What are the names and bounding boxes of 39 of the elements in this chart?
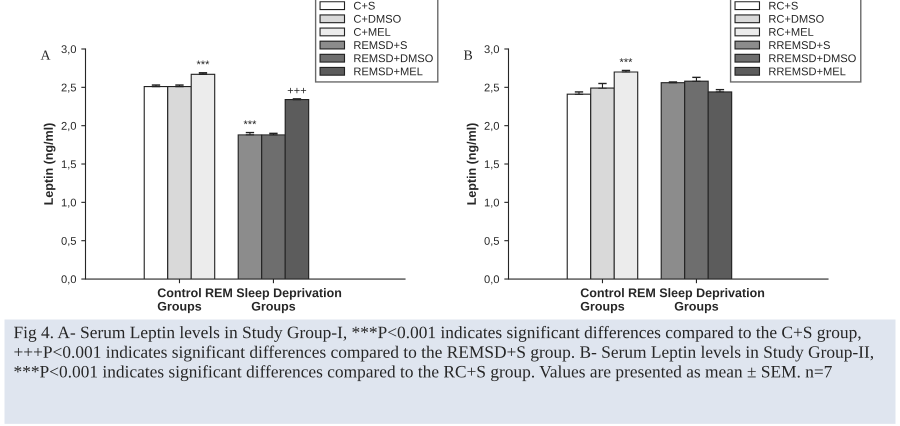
legend-label: C+DMSO — [354, 14, 401, 23]
legend-label: RREMSD+S — [769, 41, 830, 50]
legend-label: RREMSD+MEL — [769, 67, 846, 76]
legend-label: REMSD+S — [354, 41, 407, 50]
y-tick-label: 3,0 — [484, 45, 500, 54]
y-tick-label: 0,0 — [61, 275, 76, 284]
y-tick-label: 0,0 — [484, 275, 500, 284]
annotation: *** — [244, 120, 256, 124]
x-tick-label: Control Groups — [580, 288, 624, 314]
legend-label: RC+S — [769, 2, 798, 10]
y-tick-label: 1,5 — [62, 160, 76, 170]
y-tick-label: 3,0 — [61, 45, 76, 54]
x-tick-label: REM Sleep Deprivation Groups — [628, 288, 764, 314]
y-tick-label: 2,5 — [484, 84, 500, 93]
y-axis-title: Leptin (ng/ml) — [44, 123, 56, 204]
legend-label: C+MEL — [354, 28, 390, 36]
legend-label: C+S — [354, 2, 375, 10]
y-tick-label: 2,0 — [484, 122, 500, 132]
y-tick-label: 1,0 — [62, 198, 76, 208]
y-tick-label: 0,5 — [484, 236, 500, 246]
chart-title: A — [40, 50, 50, 60]
x-tick-label: Control Groups — [158, 288, 202, 314]
legend-label: REMSD+MEL — [354, 67, 422, 76]
annotation: *** — [620, 58, 632, 62]
text: Fig 4. A- Serum Leptin levels in Study Group-I, ***P<0.001 indicates significant differences compared to the C+S group, +++P<0.001 indicates significant differences compared to the REMSD+S group. B- Serum Leptin levels in Study Group-II, ***P<0.001 indicates significant differences compared to the RC+S group. Values are presented as mean ± SEM. n=7 — [14, 326, 874, 382]
legend-label: RC+MEL — [769, 28, 814, 36]
x-tick-label: REM Sleep Deprivation Groups — [206, 288, 342, 314]
y-tick-label: 2,5 — [62, 84, 76, 93]
legend-label: RREMSD+DMSO — [769, 54, 856, 62]
y-tick-label: 1,0 — [484, 198, 500, 208]
legend-label: RC+DMSO — [769, 14, 824, 23]
y-axis-title: Leptin (ng/ml) — [466, 123, 478, 204]
chart-title: B — [464, 50, 472, 60]
y-tick-label: 1,5 — [484, 160, 500, 170]
y-tick-label: 2,0 — [62, 122, 76, 132]
y-tick-label: 0,5 — [61, 236, 76, 246]
legend-label: REMSD+DMSO — [354, 54, 433, 62]
annotation: +++ — [288, 88, 306, 94]
annotation: *** — [196, 60, 210, 64]
